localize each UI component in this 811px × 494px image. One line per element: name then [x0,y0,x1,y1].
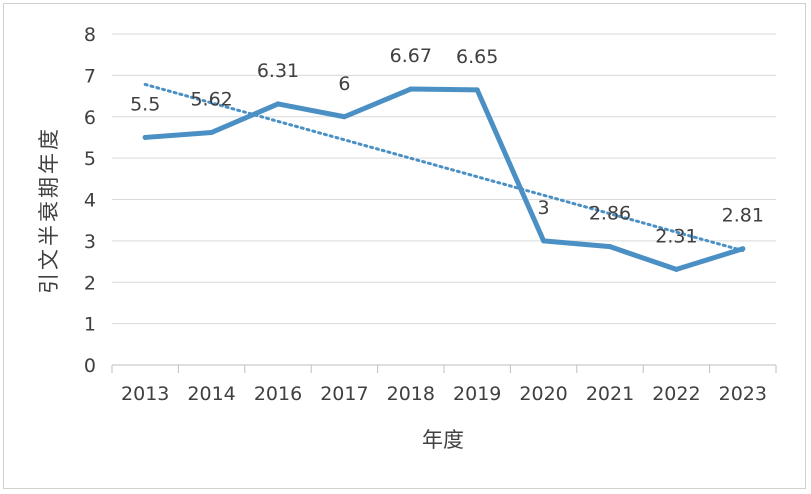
x-tick-label: 2016 [254,383,302,405]
x-tick-label: 2019 [453,383,501,405]
gridlines [112,33,776,366]
data-label: 6.65 [456,46,498,68]
y-axis-title: 引文半衰期年度 [37,126,61,294]
data-point [408,86,414,92]
data-point [474,87,480,93]
x-tick-label: 2020 [519,383,567,405]
x-tick-label: 2018 [387,383,435,405]
y-tick-label: 2 [84,272,96,294]
x-tick-label: 2014 [187,383,235,405]
y-tick-label: 1 [84,314,96,336]
data-point [607,244,613,250]
data-label: 5.62 [190,88,232,110]
trendline-layer [143,82,745,253]
y-tick-label: 3 [84,231,96,253]
y-tick-label: 0 [84,355,96,377]
data-label-layer: 5.5 5.62 6.31 6 6.67 6.65 3 2.86 2.31 2.81 [130,45,764,247]
series-layer [142,86,746,272]
y-tick-label: 8 [84,24,96,46]
data-label: 6.67 [390,45,432,67]
data-point [275,101,281,107]
x-tick-label: 2023 [719,383,767,405]
chart-frame [3,3,806,489]
data-point [209,129,215,135]
data-label: 2.31 [655,225,697,247]
x-tick-label: 2022 [652,383,700,405]
data-point [673,266,679,272]
data-point [142,134,148,140]
x-axis-title: 年度 [422,428,464,452]
series-line [142,86,746,272]
data-label: 5.5 [130,93,160,115]
x-tick-label: 2021 [586,383,634,405]
y-tick-label: 6 [84,107,96,129]
data-point [541,238,547,244]
data-point [740,246,746,252]
data-label: 2.86 [589,203,631,225]
y-tick-label: 4 [84,190,96,212]
y-axis-ticks: 0 1 2 3 4 5 6 7 8 [84,24,96,377]
y-tick-label: 5 [84,148,96,170]
y-tick-label: 7 [84,65,96,87]
x-tick-label: 2017 [320,383,368,405]
trendline [143,82,745,253]
x-axis-ticks: 2013 2014 2016 2017 2018 2019 2020 2021 2022 2023 [111,365,777,405]
data-label: 3 [538,197,550,219]
data-point [341,114,347,120]
data-label: 6 [338,73,350,95]
data-label: 2.81 [722,205,764,227]
x-tick-label: 2013 [121,383,169,405]
data-label: 6.31 [257,60,299,82]
